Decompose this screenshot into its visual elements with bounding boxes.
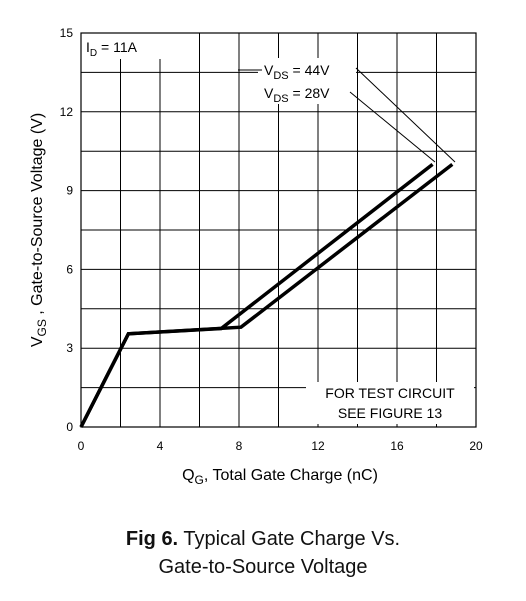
figure-caption: Fig 6. Typical Gate Charge Vs. — [0, 528, 526, 551]
y-tick-label: 0 — [66, 420, 73, 434]
plot-border — [80, 32, 477, 428]
y-tick-label: 15 — [60, 26, 74, 40]
id-label-box — [82, 33, 162, 59]
y-tick-label: 12 — [60, 105, 74, 119]
vds-label-box — [258, 58, 356, 104]
x-tick-labels: 0 4 8 12 16 20 — [78, 439, 483, 453]
x-tick-label: 8 — [236, 439, 243, 453]
x-axis-title: QG, Total Gate Charge (nC) — [182, 467, 378, 487]
x-tick-label: 4 — [157, 439, 164, 453]
x-tick-label: 16 — [390, 439, 404, 453]
y-tick-labels: 0 3 6 9 12 15 — [60, 26, 74, 434]
vds-44v-pointer — [355, 67, 456, 163]
x-tick-label: 0 — [78, 439, 85, 453]
y-tick-label: 9 — [66, 184, 73, 198]
y-axis-title: VGS , Gate-to-Source Voltage (V) — [29, 113, 49, 347]
y-tick-label: 3 — [66, 341, 73, 355]
figure-number: Fig 6. — [125, 528, 179, 550]
vds-28v-pointer — [349, 91, 436, 163]
id-label: ID = 11A — [86, 39, 138, 59]
series-line-vds-28v — [79, 162, 434, 428]
test-circuit-line1: FOR TEST CIRCUIT — [325, 385, 455, 401]
test-circuit-box — [306, 382, 474, 424]
vds-28v-label: VDS = 28V — [264, 85, 330, 105]
x-tick-label: 20 — [469, 439, 483, 453]
caption-line1: Typical Gate Charge Vs. — [183, 528, 401, 550]
vds-44v-label: VDS = 44V — [264, 62, 330, 82]
x-tick-label: 12 — [311, 439, 325, 453]
series-lines — [79, 162, 454, 428]
figure-caption-line2: Gate-to-Source Voltage — [158, 556, 368, 578]
test-circuit-line2: SEE FIGURE 13 — [338, 405, 442, 421]
y-tick-label: 6 — [66, 262, 73, 276]
